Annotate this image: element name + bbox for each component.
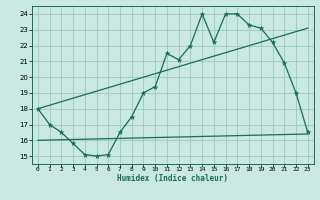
X-axis label: Humidex (Indice chaleur): Humidex (Indice chaleur) [117,174,228,183]
